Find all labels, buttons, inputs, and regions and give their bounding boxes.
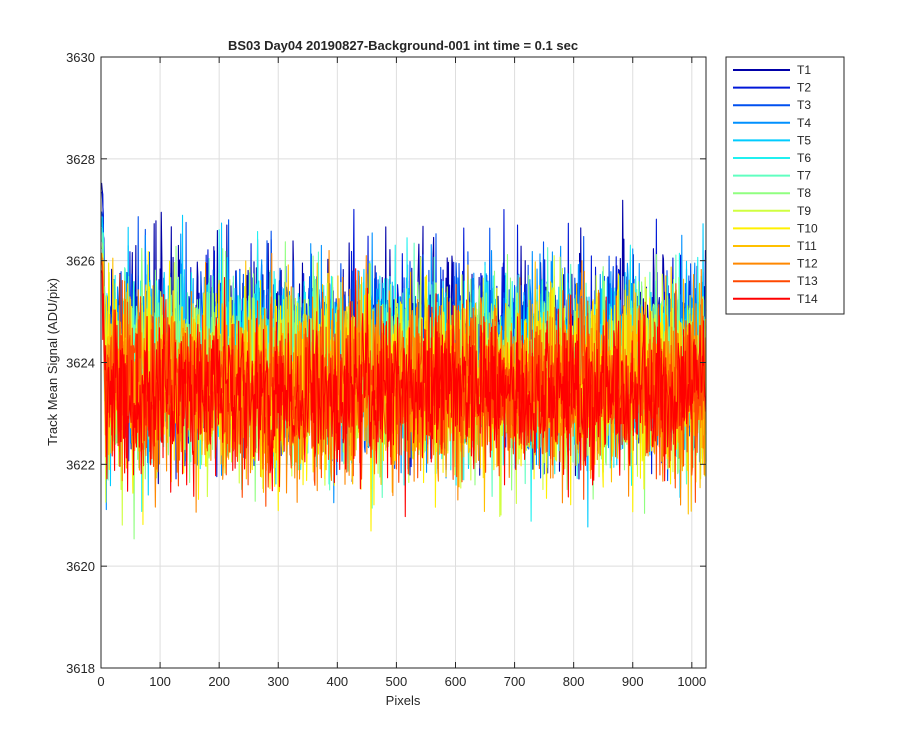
x-tick-label: 600 bbox=[445, 674, 467, 689]
legend-entry-t9[interactable]: T9 bbox=[733, 204, 811, 218]
plot-area: 0 100 200 300 400 500 600 700 800 900 1000 3618 3620… bbox=[66, 50, 707, 689]
legend-items: T1 T2 T3 T4 T5 T6 T7 T8 T9 T10 T11 T12 T13 T14 bbox=[733, 63, 818, 306]
y-tick-label: 3618 bbox=[66, 661, 95, 676]
legend-entry-t12[interactable]: T12 bbox=[733, 257, 818, 271]
legend-label: T10 bbox=[797, 221, 818, 235]
y-axis-label: Track Mean Signal (ADU/pix) bbox=[45, 278, 60, 446]
legend-entry-t14[interactable]: T14 bbox=[733, 292, 818, 306]
legend-label: T3 bbox=[797, 98, 811, 112]
legend-label: T4 bbox=[797, 116, 811, 130]
legend-label: T2 bbox=[797, 81, 811, 95]
legend-label: T6 bbox=[797, 151, 811, 165]
legend[interactable]: T1 T2 T3 T4 T5 T6 T7 T8 T9 T10 T11 T12 T13 T14 bbox=[725, 56, 845, 315]
legend-entry-t5[interactable]: T5 bbox=[733, 133, 811, 147]
legend-entry-t11[interactable]: T11 bbox=[733, 239, 817, 253]
chart-title: BS03 Day04 20190827-Background-001 int t… bbox=[228, 38, 578, 53]
legend-label: T1 bbox=[797, 63, 811, 77]
y-tick-label: 3624 bbox=[66, 356, 95, 371]
legend-entry-t10[interactable]: T10 bbox=[733, 221, 818, 235]
legend-label: T12 bbox=[797, 257, 818, 271]
series-line-t14 bbox=[101, 268, 707, 518]
legend-box bbox=[725, 56, 845, 315]
legend-label: T8 bbox=[797, 186, 811, 200]
legend-entry-t7[interactable]: T7 bbox=[733, 169, 811, 183]
x-tick-label: 100 bbox=[149, 674, 171, 689]
legend-entry-t6[interactable]: T6 bbox=[733, 151, 811, 165]
y-tick-label: 3628 bbox=[66, 152, 95, 167]
legend-entry-t2[interactable]: T2 bbox=[733, 81, 811, 95]
legend-entry-t13[interactable]: T13 bbox=[733, 274, 818, 288]
legend-label: T9 bbox=[797, 204, 811, 218]
x-tick-label: 800 bbox=[563, 674, 585, 689]
legend-label: T5 bbox=[797, 133, 811, 147]
x-axis-label: Pixels bbox=[386, 693, 421, 708]
legend-entry-t1[interactable]: T1 bbox=[733, 63, 811, 77]
series-layer bbox=[101, 182, 707, 540]
tick-layer: 0 100 200 300 400 500 600 700 800 900 1000 3618 3620… bbox=[66, 50, 706, 689]
y-tick-label: 3622 bbox=[66, 457, 95, 472]
x-tick-label: 500 bbox=[386, 674, 408, 689]
x-tick-label: 1000 bbox=[677, 674, 706, 689]
legend-label: T7 bbox=[797, 169, 811, 183]
legend-label: T13 bbox=[797, 274, 818, 288]
y-tick-label: 3630 bbox=[66, 50, 95, 65]
x-tick-label: 700 bbox=[504, 674, 526, 689]
legend-entry-t8[interactable]: T8 bbox=[733, 186, 811, 200]
legend-label: T14 bbox=[797, 292, 818, 306]
x-tick-label: 300 bbox=[267, 674, 289, 689]
x-tick-label: 900 bbox=[622, 674, 644, 689]
legend-entry-t3[interactable]: T3 bbox=[733, 98, 811, 112]
x-tick-label: 0 bbox=[97, 674, 104, 689]
x-tick-label: 400 bbox=[326, 674, 348, 689]
y-tick-label: 3620 bbox=[66, 559, 95, 574]
legend-entry-t4[interactable]: T4 bbox=[733, 116, 811, 130]
legend-label: T11 bbox=[797, 239, 817, 253]
x-tick-label: 200 bbox=[208, 674, 230, 689]
y-tick-label: 3626 bbox=[66, 254, 95, 269]
